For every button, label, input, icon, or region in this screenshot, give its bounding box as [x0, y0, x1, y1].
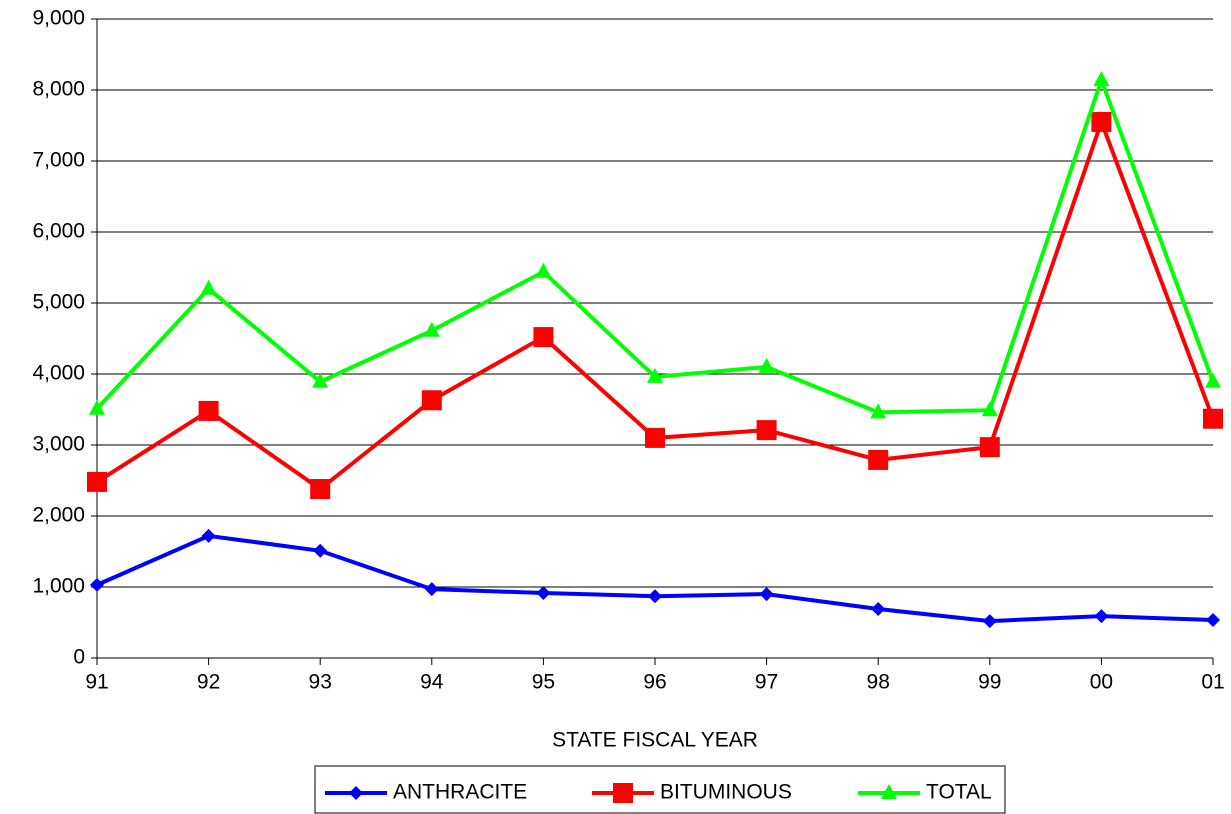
data-point	[1093, 71, 1110, 87]
data-point	[645, 427, 665, 448]
x-tick-label: 97	[755, 671, 778, 694]
data-point	[198, 400, 219, 421]
series-line	[96, 533, 1214, 624]
y-tick-label: 3,000	[32, 433, 85, 456]
legend-marker	[881, 784, 897, 799]
data-point	[201, 528, 216, 543]
y-tick-label: 2,000	[32, 504, 85, 527]
data-point	[759, 587, 774, 602]
data-point	[423, 321, 440, 337]
x-tick-label: 96	[643, 671, 666, 694]
data-point	[982, 614, 997, 629]
data-point	[648, 589, 662, 604]
y-tick-label: 0	[73, 646, 85, 669]
data-point	[421, 390, 442, 411]
x-tick-label: 92	[197, 671, 220, 694]
y-tick-label: 1,000	[32, 575, 85, 598]
data-point	[87, 471, 107, 492]
data-point	[1094, 609, 1109, 624]
data-point	[424, 582, 439, 597]
data-point	[313, 543, 328, 558]
legend-label: ANTHRACITE	[393, 781, 527, 804]
y-tick-label: 4,000	[32, 362, 85, 385]
data-point	[1205, 372, 1221, 388]
legend-label: TOTAL	[926, 781, 992, 804]
legend-label: BITUMINOUS	[660, 781, 792, 804]
data-point	[535, 262, 552, 278]
data-point	[1206, 613, 1220, 628]
data-point	[1203, 408, 1223, 429]
x-tick-label: 98	[867, 671, 890, 694]
legend-marker	[349, 786, 363, 800]
data-point	[981, 401, 998, 417]
x-tick-label: 95	[532, 671, 555, 694]
x-tick-label: 00	[1090, 671, 1113, 694]
data-point	[310, 479, 331, 500]
data-point	[1091, 111, 1112, 132]
x-tick-label: 91	[85, 671, 108, 694]
data-point	[871, 602, 886, 617]
y-tick-label: 7,000	[32, 149, 85, 172]
data-point	[868, 449, 889, 470]
legend-marker	[613, 783, 633, 803]
data-point	[312, 372, 329, 388]
x-tick-label: 01	[1201, 671, 1224, 694]
y-tick-label: 6,000	[32, 220, 85, 243]
x-tick-label: 99	[978, 671, 1001, 694]
x-axis-label: STATE FISCAL YEAR	[552, 729, 758, 752]
data-point	[758, 357, 775, 373]
data-point	[89, 399, 105, 415]
series-line	[95, 74, 1215, 415]
x-tick-label: 94	[420, 671, 444, 694]
data-point	[533, 327, 554, 348]
data-point	[90, 577, 104, 592]
x-tick-label: 93	[309, 671, 332, 694]
y-tick-label: 5,000	[32, 291, 85, 314]
data-point	[536, 586, 551, 601]
data-point	[979, 437, 1000, 458]
data-point	[870, 403, 887, 419]
data-point	[756, 420, 777, 441]
y-tick-label: 8,000	[32, 78, 85, 101]
data-point	[647, 367, 663, 383]
data-point	[200, 279, 217, 295]
y-tick-label: 9,000	[32, 7, 85, 30]
